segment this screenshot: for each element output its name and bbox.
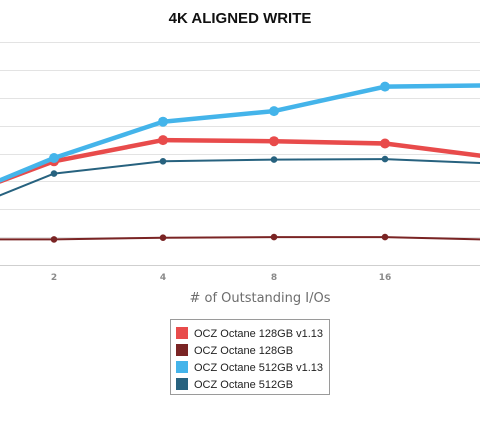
legend-label: OCZ Octane 128GB bbox=[194, 345, 293, 357]
data-point bbox=[270, 233, 278, 241]
series-line bbox=[0, 158, 480, 197]
data-point bbox=[49, 153, 59, 163]
data-point bbox=[270, 156, 278, 163]
legend-swatch bbox=[176, 361, 188, 373]
data-point bbox=[380, 138, 390, 149]
x-tick-label: 8 bbox=[271, 273, 277, 283]
x-tick-label: 2 bbox=[51, 273, 57, 283]
x-tick-labels: 2 4 8 16 bbox=[51, 273, 391, 283]
x-axis-label: # of Outstanding I/Os bbox=[189, 291, 330, 306]
series-2 bbox=[0, 233, 480, 243]
legend-label: OCZ Octane 512GB v1.13 bbox=[194, 362, 323, 374]
series-3 bbox=[0, 81, 480, 183]
x-tick-label: 4 bbox=[160, 273, 166, 283]
data-point bbox=[269, 106, 279, 117]
data-point bbox=[381, 155, 389, 163]
series-layer bbox=[0, 81, 480, 243]
data-point bbox=[380, 81, 390, 92]
legend-item: OCZ Octane 128GB bbox=[176, 344, 293, 357]
data-point bbox=[159, 234, 167, 241]
legend-swatch bbox=[176, 327, 188, 339]
data-point bbox=[269, 136, 279, 147]
x-tick-label: 16 bbox=[379, 273, 392, 283]
legend-swatch bbox=[176, 344, 188, 356]
data-point bbox=[50, 170, 58, 177]
data-point bbox=[381, 233, 389, 241]
legend-label: OCZ Octane 512GB bbox=[194, 379, 293, 391]
chart-title: 4K ALIGNED WRITE bbox=[169, 10, 312, 27]
legend-label: OCZ Octane 128GB v1.13 bbox=[194, 328, 323, 340]
data-point bbox=[158, 135, 168, 146]
legend-swatch bbox=[176, 378, 188, 390]
legend-box bbox=[170, 319, 330, 395]
legend-item: OCZ Octane 128GB v1.13 bbox=[176, 327, 323, 340]
series-1 bbox=[0, 135, 480, 184]
legend: OCZ Octane 128GB v1.13 OCZ Octane 128GB OC… bbox=[170, 319, 330, 395]
series-line bbox=[0, 137, 480, 184]
data-point bbox=[50, 236, 58, 243]
series-4 bbox=[0, 155, 480, 197]
series-line bbox=[0, 236, 480, 241]
legend-item: OCZ Octane 512GB v1.13 bbox=[176, 361, 323, 374]
series-line bbox=[0, 83, 480, 183]
data-point bbox=[158, 116, 168, 127]
data-point bbox=[159, 158, 167, 165]
legend-item: OCZ Octane 512GB bbox=[176, 378, 293, 391]
